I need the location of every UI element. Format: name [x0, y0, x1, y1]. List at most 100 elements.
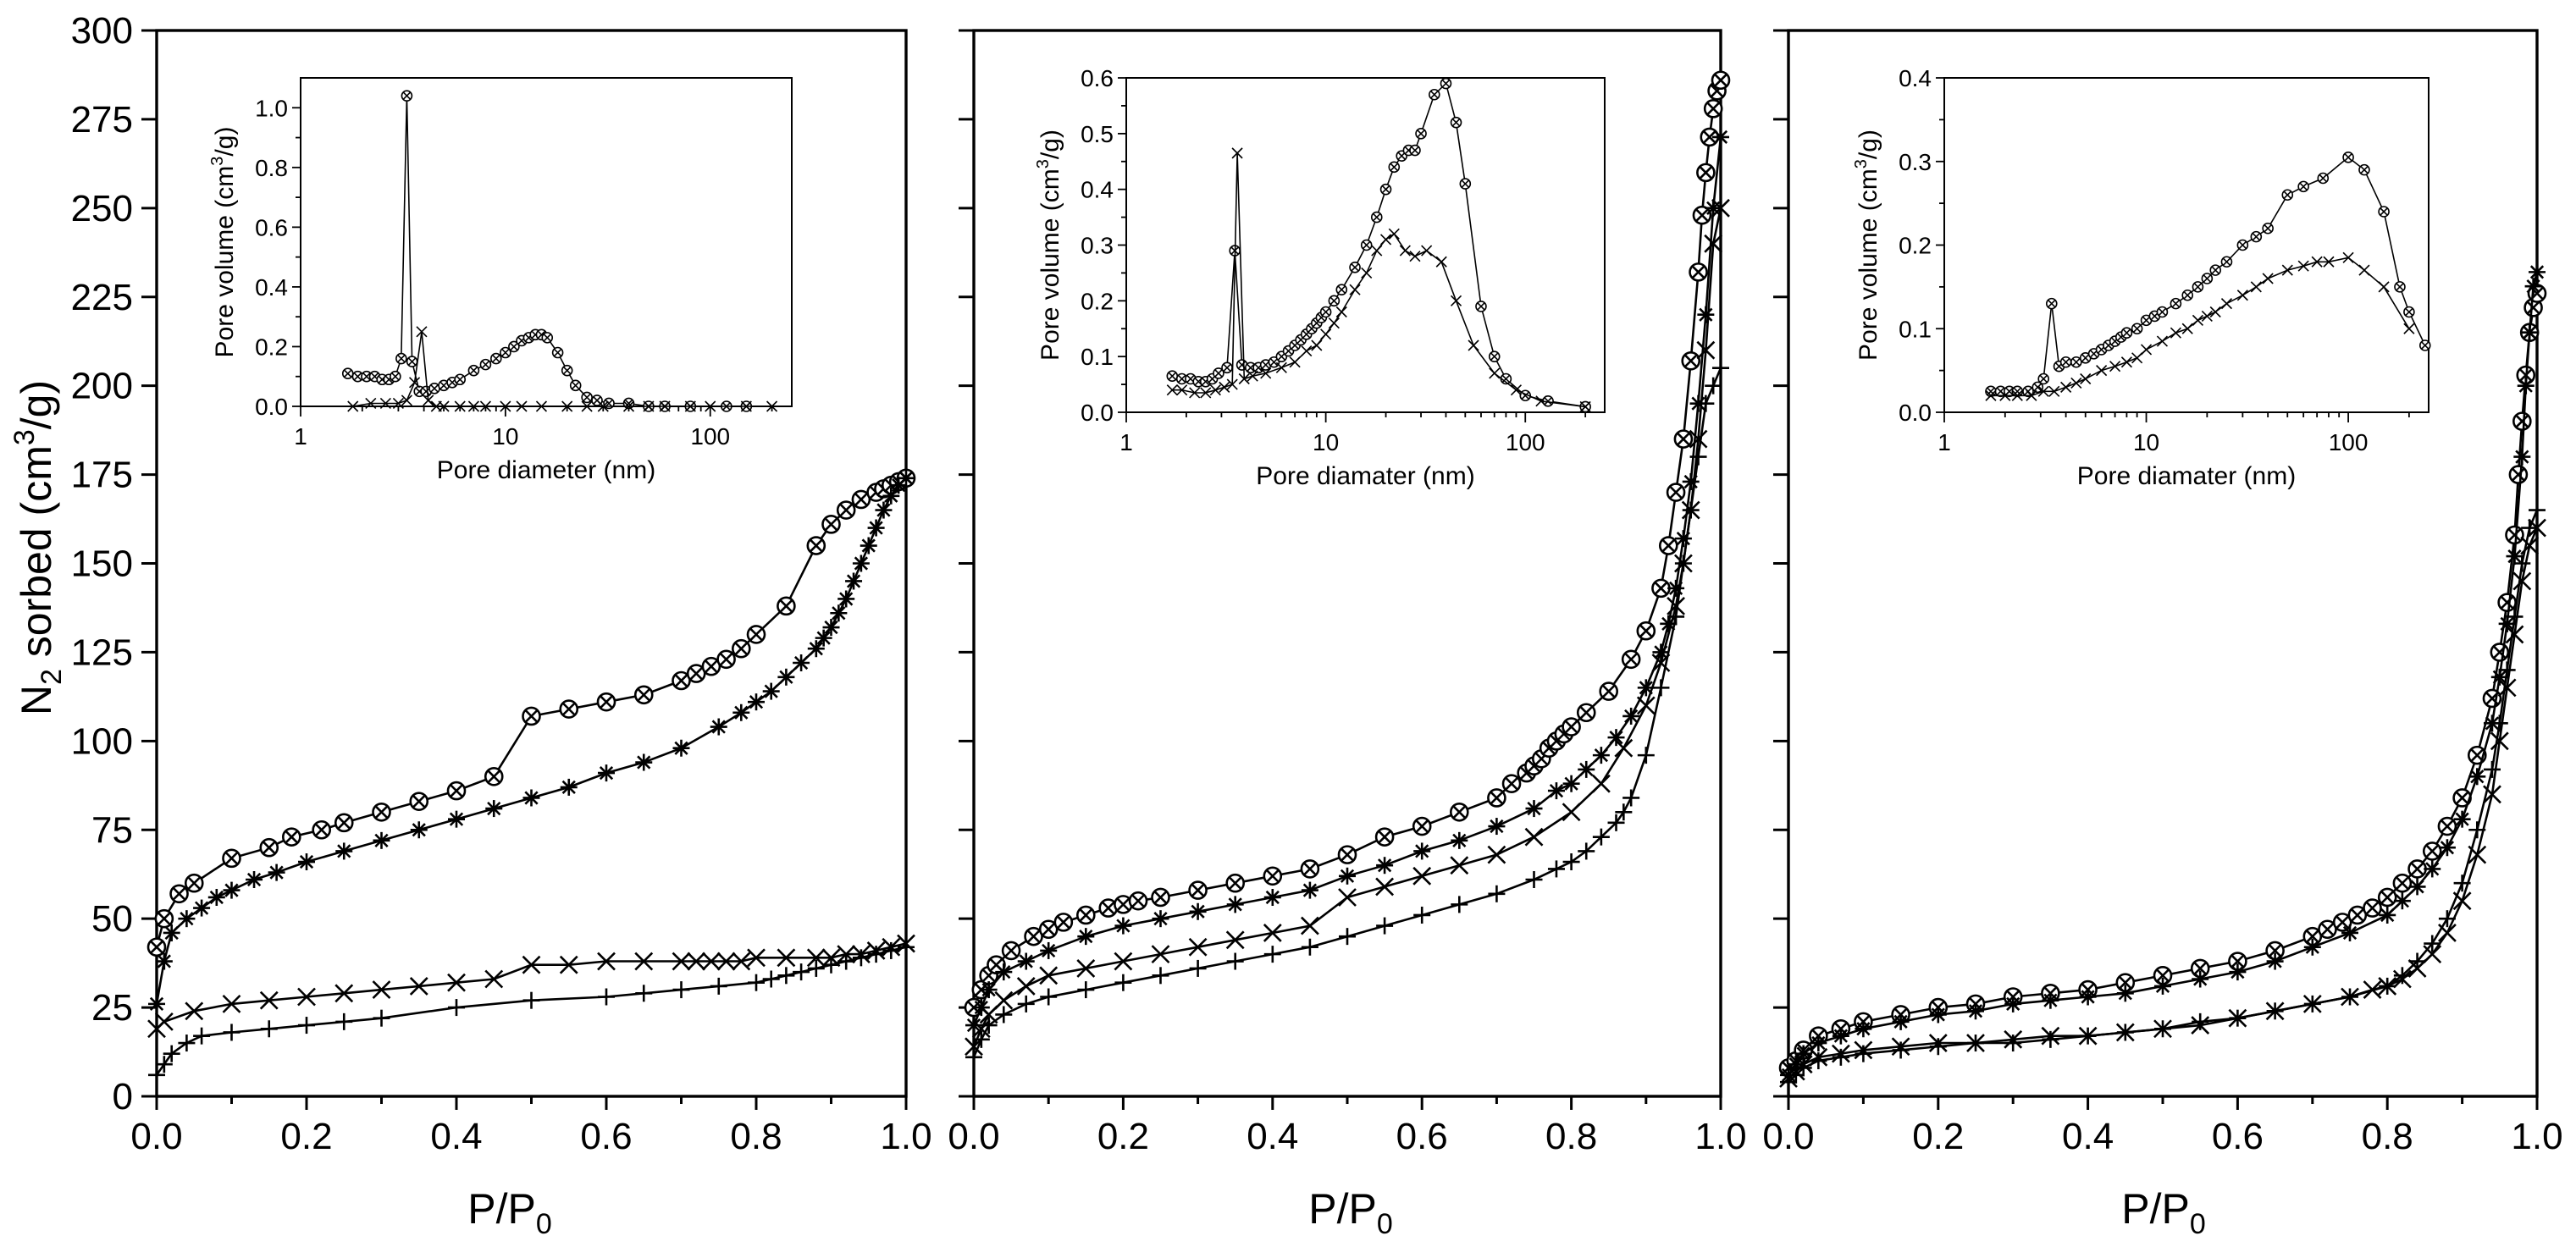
- inset-point-x: [2250, 281, 2262, 293]
- data-point-plus: [373, 1009, 390, 1027]
- data-point-asterisk: [1488, 818, 1506, 836]
- data-point-plus: [807, 959, 825, 977]
- data-point-plus: [1892, 1041, 1910, 1059]
- data-point-x: [2490, 731, 2509, 751]
- data-point-otimes: [522, 706, 541, 726]
- data-point-otimes: [1703, 99, 1723, 119]
- data-point-x: [1524, 827, 1544, 847]
- data-point-otimes: [746, 625, 766, 644]
- inset-y-tick-label: 0.1: [1899, 316, 1932, 342]
- inset-point-otimes: [541, 332, 554, 344]
- data-point-asterisk: [522, 789, 540, 807]
- inset-y-tick-label: 0.4: [1081, 177, 1114, 203]
- inset-point-otimes: [1409, 144, 1421, 157]
- data-point-otimes: [2407, 859, 2427, 879]
- data-point-asterisk: [1929, 1006, 1947, 1024]
- data-point-x: [1711, 198, 1730, 218]
- inset-y-axis-label: Pore volume (cm3/g): [208, 127, 239, 358]
- inset-point-otimes: [2131, 323, 2143, 335]
- data-point-plus: [1017, 995, 1035, 1012]
- inset-point-otimes: [2201, 273, 2214, 284]
- inset-point-x: [2156, 335, 2168, 347]
- inset-point-otimes: [2156, 306, 2169, 318]
- inset-y-tick-label: 0.2: [1899, 233, 1932, 259]
- data-point-plus: [1114, 974, 1132, 991]
- inset-y-axis-label: Pore volume (cm3/g): [1034, 130, 1064, 361]
- data-point-asterisk: [268, 864, 285, 881]
- data-point-asterisk: [980, 981, 998, 999]
- data-point-x: [1562, 803, 1581, 822]
- data-point-plus: [1967, 1035, 1984, 1052]
- data-point-plus: [1525, 871, 1543, 889]
- data-point-asterisk: [155, 952, 173, 970]
- inset-point-x: [2026, 389, 2037, 401]
- data-point-asterisk: [1376, 857, 1394, 875]
- inset-point-x: [643, 400, 655, 412]
- data-point-plus: [2079, 1027, 2097, 1045]
- inset-point-x: [1399, 245, 1411, 257]
- data-point-otimes: [1024, 926, 1043, 946]
- x-tick-label: 0.0: [948, 1116, 999, 1157]
- inset-point-otimes: [2070, 356, 2082, 368]
- inset-point-x: [2262, 273, 2274, 284]
- inset-point-x: [2358, 264, 2370, 276]
- inset-point-x: [2192, 314, 2203, 326]
- inset-point-otimes: [1213, 367, 1224, 379]
- data-point-asterisk: [1607, 729, 1625, 747]
- inset-point-x: [1409, 251, 1421, 262]
- inset-point-x: [705, 400, 716, 412]
- data-point-asterisk: [762, 682, 780, 700]
- data-point-x: [2497, 678, 2517, 698]
- data-point-x: [634, 952, 654, 971]
- inset-point-x: [479, 400, 491, 412]
- inset-y-tick-label: 1.0: [255, 95, 288, 121]
- data-point-x: [965, 1037, 983, 1057]
- y-tick-label: 200: [71, 366, 133, 407]
- data-point-otimes: [2422, 841, 2442, 861]
- data-point-plus: [448, 999, 465, 1017]
- x-tick-label: 0.0: [1762, 1116, 1814, 1157]
- y-tick-label: 100: [71, 720, 133, 762]
- inset-point-otimes: [2192, 281, 2204, 293]
- inset-point-otimes: [1349, 262, 1361, 273]
- inset-point-x: [766, 400, 778, 412]
- data-point-plus: [1451, 896, 1468, 913]
- data-point-x: [447, 973, 466, 992]
- data-point-plus: [2004, 1035, 2022, 1052]
- inset-point-otimes: [2236, 239, 2249, 251]
- data-point-plus: [155, 1056, 173, 1073]
- data-point-plus: [2408, 952, 2426, 970]
- data-point-plus: [1040, 988, 1058, 1006]
- series-x: [147, 934, 915, 1039]
- data-point-x: [597, 952, 616, 971]
- data-point-plus: [777, 967, 795, 985]
- inset-point-x: [2070, 377, 2082, 389]
- inset-point-x: [1189, 387, 1201, 399]
- data-point-otimes: [1263, 866, 1283, 886]
- inset-point-otimes: [1415, 128, 1427, 140]
- data-point-plus: [1547, 860, 1565, 878]
- data-point-plus: [1652, 679, 1670, 697]
- data-point-asterisk: [335, 842, 353, 860]
- inset-line-x: [1991, 257, 2410, 397]
- series-line-asterisk: [155, 477, 907, 1005]
- inset-point-x: [379, 397, 391, 410]
- inset-x-tick-label: 10: [2133, 429, 2159, 455]
- data-point-otimes: [731, 638, 751, 659]
- data-point-x: [484, 969, 504, 989]
- inset-series-otimes: [341, 90, 753, 412]
- inset-x-tick-label: 10: [492, 423, 518, 450]
- inset-point-x: [1999, 389, 2011, 401]
- inset-point-otimes: [1319, 306, 1332, 318]
- y-axis-label-sup: 3: [8, 429, 41, 445]
- inset-point-x: [740, 400, 752, 412]
- inset-point-x: [2342, 251, 2354, 263]
- data-point-asterisk: [1622, 707, 1640, 725]
- inset-y-axis-label: Pore volume (cm3/g): [1852, 130, 1882, 361]
- inset-point-otimes: [2045, 297, 2058, 310]
- data-point-asterisk: [2379, 906, 2396, 924]
- data-point-otimes: [2523, 298, 2543, 317]
- data-point-plus: [1689, 448, 1707, 466]
- x-tick-label: 0.8: [730, 1116, 782, 1157]
